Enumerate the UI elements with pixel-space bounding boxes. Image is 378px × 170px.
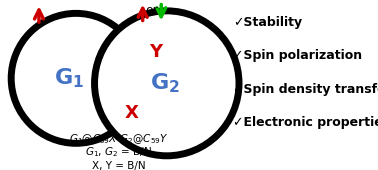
Ellipse shape [11, 13, 141, 143]
Text: $G_1@C_{59}X$-$G_2@C_{59}Y$: $G_1@C_{59}X$-$G_2@C_{59}Y$ [69, 132, 168, 146]
Text: $\mathbf{G_1}$: $\mathbf{G_1}$ [54, 66, 84, 90]
Ellipse shape [94, 11, 239, 156]
Text: $G_1$, $G_2$ = B/N: $G_1$, $G_2$ = B/N [85, 146, 152, 159]
Text: $\mathbf{G_2}$: $\mathbf{G_2}$ [150, 72, 180, 95]
Text: ✓Spin density transfer: ✓Spin density transfer [234, 83, 378, 96]
Text: or: or [145, 4, 158, 17]
Text: Y: Y [149, 43, 162, 61]
Text: X: X [125, 104, 138, 122]
Text: X, Y = B/N: X, Y = B/N [92, 161, 146, 170]
Text: ✓Stability: ✓Stability [234, 16, 302, 29]
Text: ✓Electronic properties: ✓Electronic properties [234, 116, 378, 129]
Text: ✓Spin polarization: ✓Spin polarization [234, 49, 363, 62]
